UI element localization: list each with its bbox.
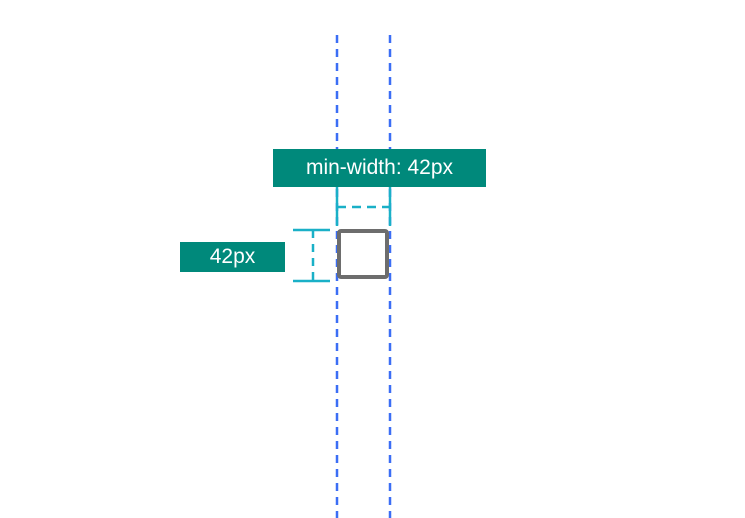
- width-dimension: [335, 187, 392, 226]
- target-square: [337, 229, 389, 279]
- size-label: 42px: [180, 242, 285, 272]
- min-width-label: min-width: 42px: [273, 149, 486, 187]
- height-dimension: [293, 228, 330, 283]
